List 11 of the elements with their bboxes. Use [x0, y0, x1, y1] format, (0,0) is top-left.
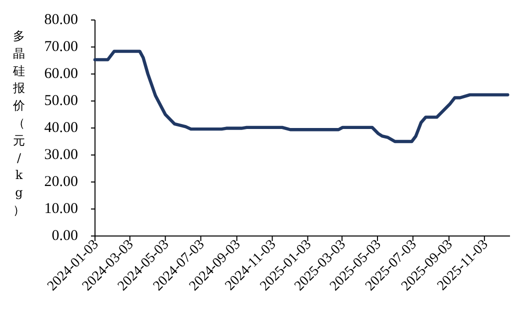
text: 多晶硅报价（元/kg） — [13, 29, 25, 217]
y-tick-label: 40.00 — [44, 120, 78, 136]
y-tick-label: 50.00 — [44, 93, 78, 109]
y-tick-label: 30.00 — [44, 147, 78, 163]
y-tick-label: 70.00 — [44, 39, 78, 55]
line-series — [93, 50, 510, 144]
y-tick-label: 10.00 — [44, 201, 78, 217]
y-tick-label: 60.00 — [44, 66, 78, 82]
y-tick-label: 0.00 — [52, 228, 78, 244]
y-tick-label: 80.00 — [44, 12, 78, 28]
y-tick-label: 20.00 — [44, 174, 78, 190]
